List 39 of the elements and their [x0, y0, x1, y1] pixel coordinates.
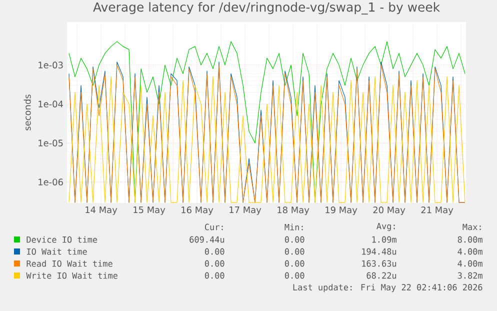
text: 68.22u [366, 272, 396, 279]
legend-label: Write IO Wait time [26, 272, 118, 279]
text: Min: [284, 224, 303, 230]
x-tick-label: 14 May [86, 206, 118, 215]
x-tick-label: 19 May [326, 206, 358, 216]
text: 0.00 [284, 272, 304, 279]
text: Last update: Fri May 22 02:41:06 2026 [293, 284, 482, 292]
text: 8.00m [458, 236, 482, 243]
legend-label: Device IO time [26, 236, 98, 243]
x-tick-label: 18 May [278, 206, 310, 216]
text: 4.00m [458, 260, 482, 267]
text: 0.00 [204, 248, 224, 255]
y-axis-title: seconds [24, 94, 31, 130]
text: 3.82m [458, 272, 482, 279]
text: 1.09m [372, 236, 396, 243]
text: 0.00 [284, 236, 304, 243]
text: Avg: [376, 223, 395, 231]
y-tick-label: 1e-06 [38, 178, 63, 186]
text: Max: [462, 224, 481, 230]
text: 194.48u [362, 248, 396, 255]
y-tick-label: 1e-05 [38, 140, 63, 146]
text: 0.00 [284, 260, 304, 267]
text: 0.00 [284, 248, 304, 255]
text: Cur: [204, 224, 223, 230]
text: 0.00 [204, 272, 224, 279]
text: 609.44u [190, 236, 224, 243]
y-tick-label: 1e-03 [38, 62, 63, 68]
x-tick-label: 20 May [373, 206, 406, 216]
text: 0.00 [204, 260, 224, 267]
x-tick-label: 17 May [230, 206, 262, 215]
legend-label: Read IO Wait time [26, 260, 112, 267]
text: 4.00m [458, 248, 482, 255]
x-tick-label: 16 May [182, 206, 214, 216]
y-tick-label: 1e-04 [38, 100, 63, 108]
text: 163.63u [362, 260, 396, 267]
chart-title: Average latency for /dev/ringnode-vg/swap_1 - by week [93, 2, 440, 15]
x-tick-label: 15 May [134, 206, 166, 215]
legend-label: IO Wait time [27, 248, 87, 255]
x-tick-label: 21 May [421, 206, 454, 216]
